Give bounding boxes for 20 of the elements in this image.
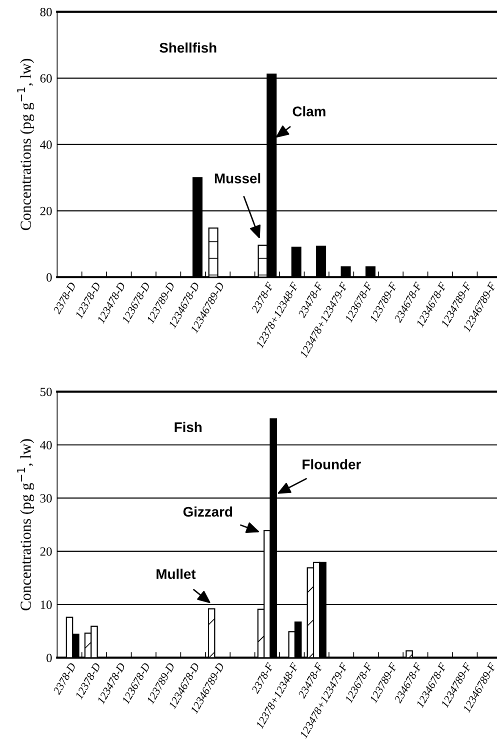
y-axis-title: Concentrations (pg g$^{−1}$, lw) (17, 58, 34, 230)
y-tick-label: 20 (40, 206, 52, 216)
y-tick-label: 40 (40, 140, 52, 149)
y-tick-label: 20 (40, 547, 52, 556)
y-tick-label: 50 (40, 388, 52, 396)
text: Mussel (214, 173, 260, 184)
text: Shellfish (160, 42, 216, 53)
y-tick-label: 30 (40, 494, 52, 503)
y-axis-title: Concentrations (pg g$^{−1}$, lw) (17, 439, 34, 610)
series-label: Clam (292, 106, 326, 116)
series-label: Flounder (302, 459, 361, 470)
y-tick-label: 0 (46, 654, 52, 662)
text: Gizzard (183, 506, 232, 517)
y-tick-label: 0 (46, 273, 52, 282)
text: Fish (174, 422, 202, 432)
text: Mullet (156, 568, 196, 579)
y-tick-label: 10 (40, 600, 52, 609)
y-tick-label: 60 (40, 74, 52, 83)
y-tick-label: 80 (40, 8, 52, 16)
y-tick-label: 40 (40, 440, 52, 450)
